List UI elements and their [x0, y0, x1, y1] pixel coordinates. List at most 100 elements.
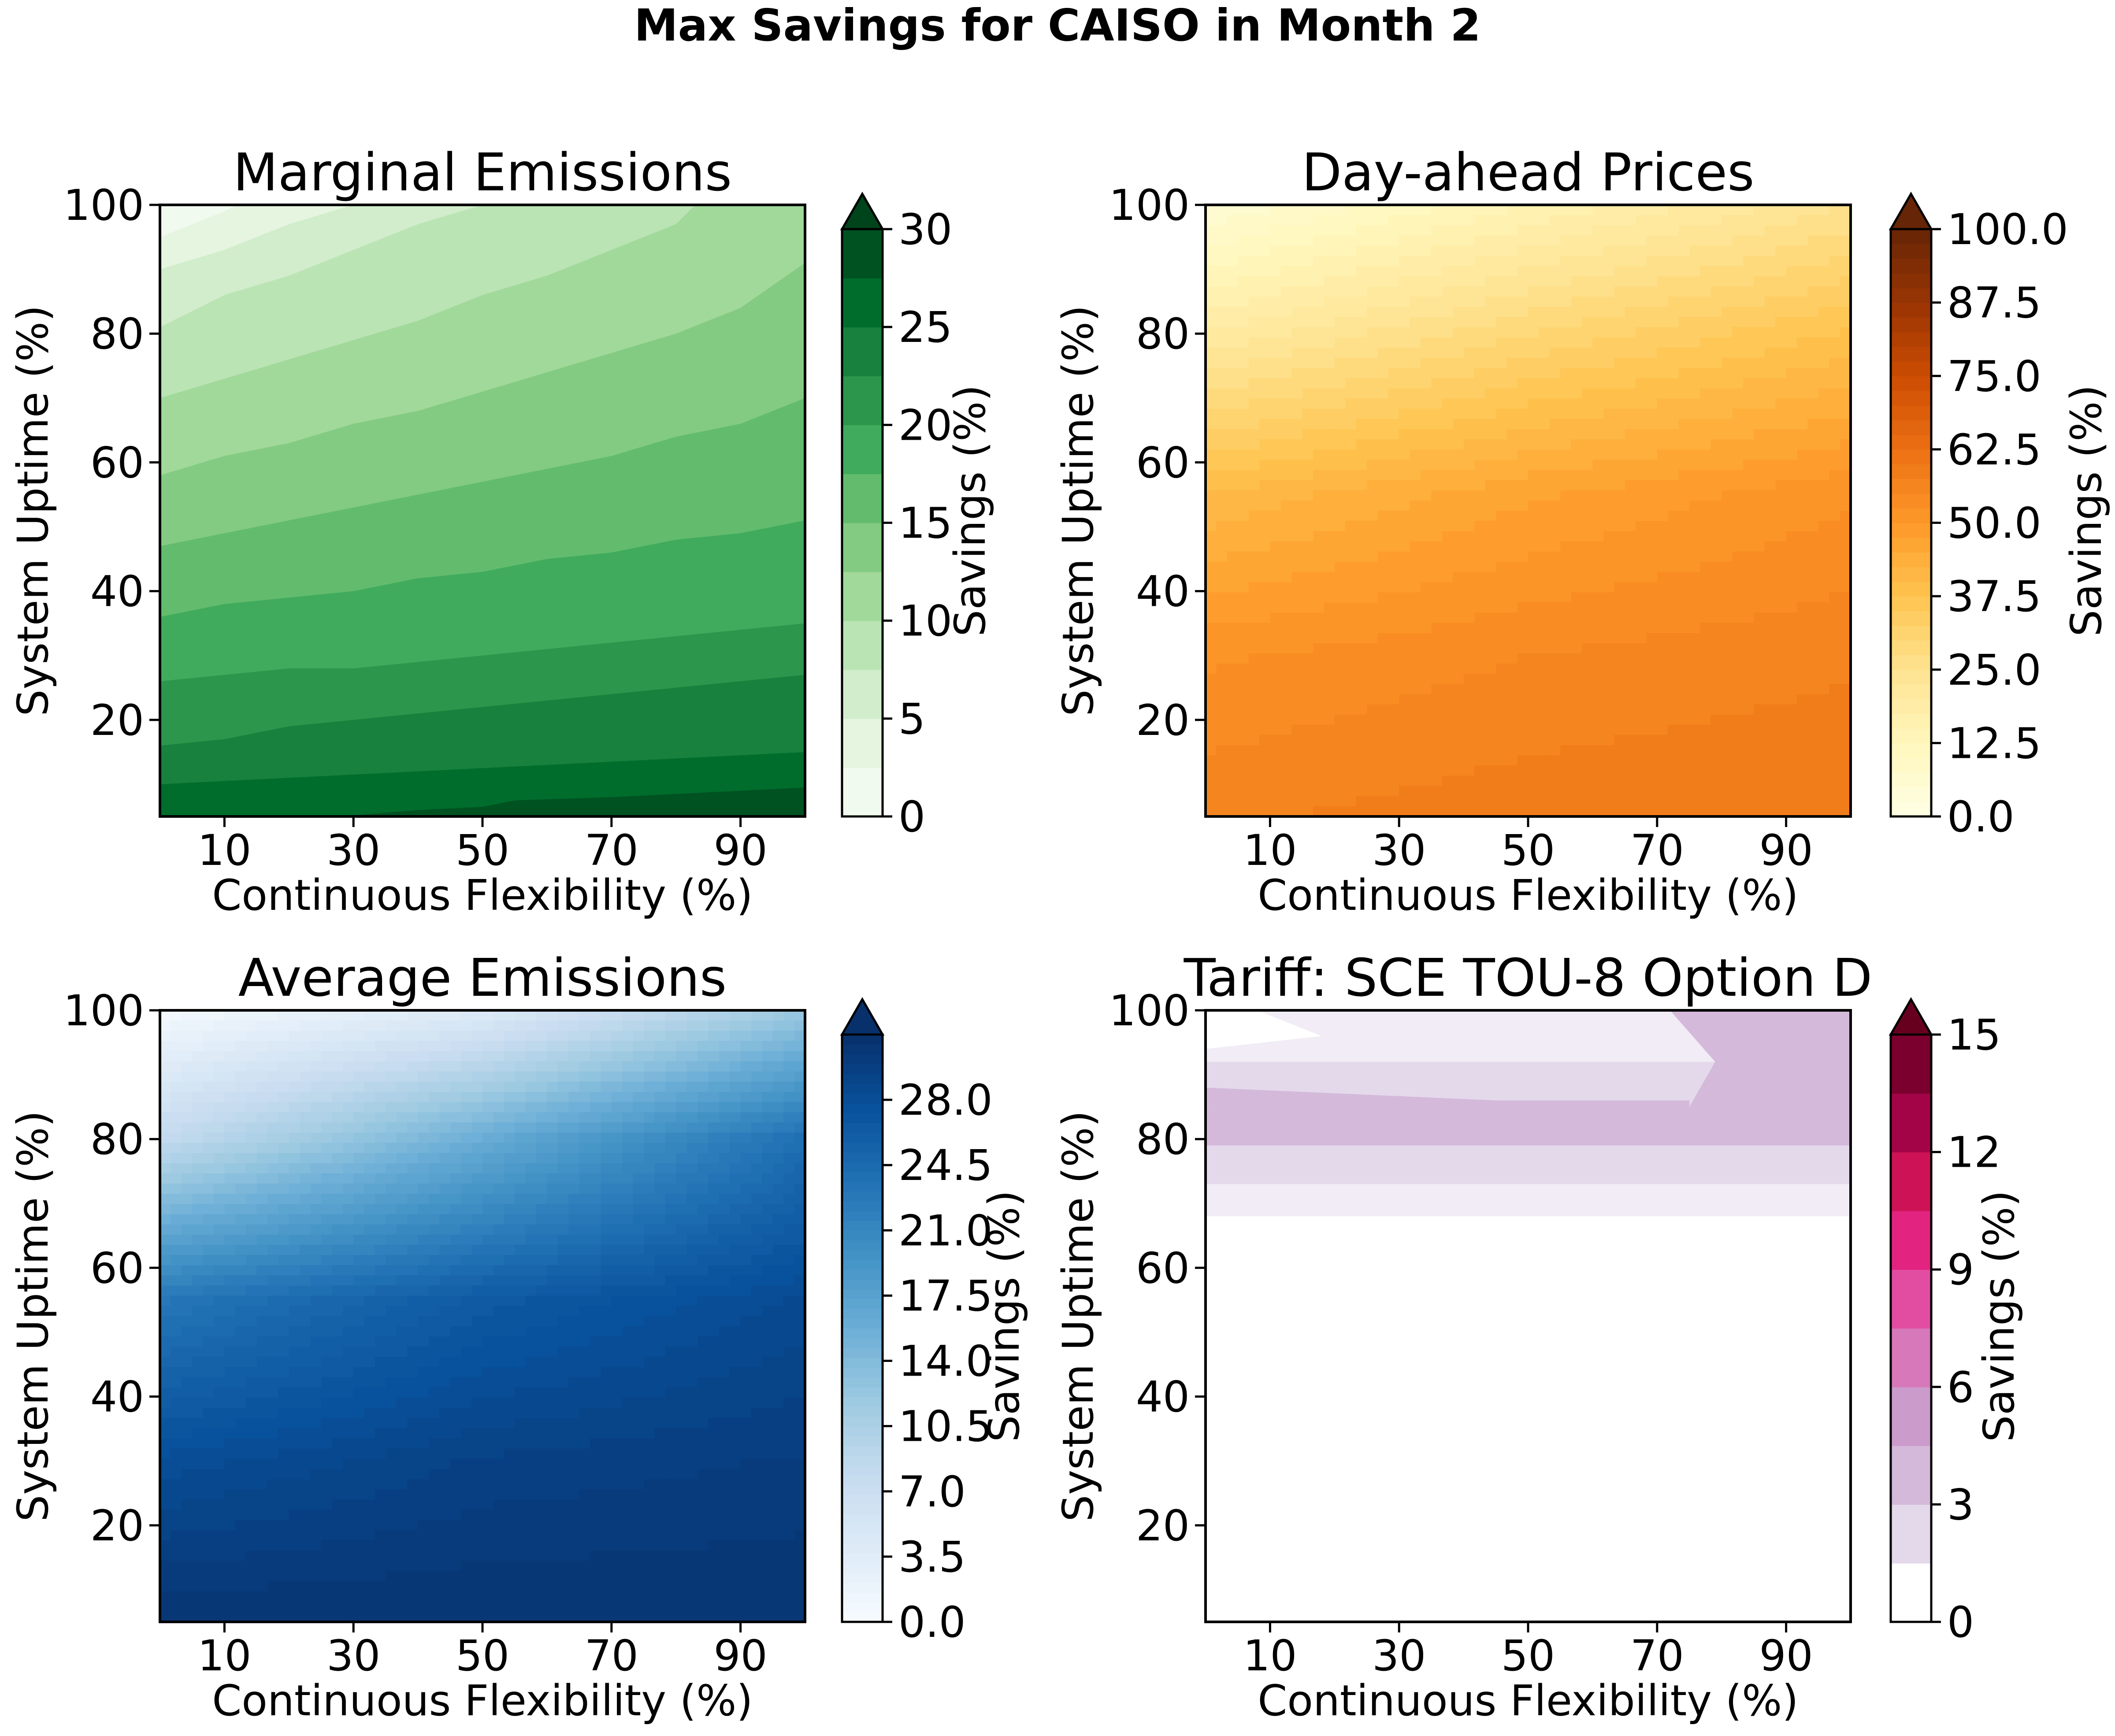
contour-cell	[353, 1194, 365, 1205]
contour-cell	[1636, 612, 1647, 623]
contour-cell	[1625, 775, 1636, 786]
contour-cell	[1797, 225, 1808, 236]
contour-cell	[1377, 521, 1389, 532]
contour-cell	[708, 1112, 720, 1123]
contour-cell	[1614, 235, 1625, 246]
contour-cell	[353, 1031, 365, 1042]
contour-cell	[1689, 297, 1701, 308]
contour-cell	[332, 1020, 343, 1031]
contour-cell	[1829, 806, 1840, 816]
colorbar-tick-label: 10	[898, 597, 952, 646]
contour-cell	[235, 1214, 246, 1225]
contour-cell	[1764, 734, 1776, 746]
contour-cell	[1270, 245, 1281, 256]
contour-cell	[590, 1173, 601, 1184]
contour-cell	[429, 1163, 440, 1174]
contour-cell	[332, 1132, 343, 1143]
contour-cell	[1797, 266, 1808, 277]
contour-cell	[171, 1102, 182, 1113]
contour-cell	[1539, 297, 1550, 308]
contour-cell	[1582, 439, 1593, 450]
contour-cell	[525, 1173, 537, 1184]
contour-cell	[1410, 307, 1421, 318]
contour-cell	[1206, 470, 1217, 481]
contour-cell	[1216, 531, 1228, 542]
contour-cell	[450, 1153, 461, 1164]
contour-cell	[1324, 215, 1335, 226]
contour-cell	[461, 1031, 472, 1042]
colorbar-segment	[1891, 390, 1931, 406]
contour-cell	[1818, 439, 1829, 450]
contour-cell	[1227, 674, 1238, 685]
contour-cell	[332, 1081, 343, 1092]
contour-cell	[547, 1173, 558, 1184]
contour-cell	[751, 1122, 763, 1133]
contour-cell	[1786, 704, 1797, 715]
contour-cell	[1592, 215, 1604, 226]
contour-cell	[471, 1163, 483, 1174]
contour-cell	[1388, 521, 1399, 532]
contour-cell	[171, 1132, 182, 1143]
contour-cell	[1313, 398, 1325, 409]
contour-cell	[1754, 256, 1765, 267]
contour-cell	[1388, 582, 1399, 593]
contour-cell	[267, 1142, 279, 1154]
contour-cell	[1678, 714, 1690, 725]
contour-cell	[1700, 806, 1711, 816]
contour-cell	[1453, 439, 1464, 450]
contour-cell	[1539, 500, 1550, 511]
contour-cell	[1732, 653, 1744, 664]
contour-cell	[644, 1020, 655, 1031]
contour-cell	[1367, 215, 1378, 226]
contour-cell	[654, 1051, 666, 1062]
contour-cell	[181, 1041, 193, 1052]
contour-cell	[1313, 408, 1325, 419]
contour-cell	[1560, 317, 1572, 328]
contour-cell	[342, 1214, 354, 1225]
contour-cell	[665, 1102, 676, 1113]
contour-cell	[353, 1020, 365, 1031]
contour-cell	[450, 1173, 461, 1184]
contour-cell	[1431, 408, 1443, 419]
contour-cell	[203, 1092, 214, 1102]
contour-cell	[1216, 368, 1228, 379]
contour-cell	[1657, 419, 1668, 430]
contour-cell	[1313, 664, 1325, 674]
contour-cell	[525, 1132, 537, 1143]
contour-cell	[547, 1142, 558, 1154]
contour-cell	[654, 1204, 666, 1215]
x-tick-label: 10	[197, 826, 251, 875]
contour-cell	[1227, 561, 1238, 572]
contour-cell	[1775, 684, 1787, 695]
contour-cell	[1517, 745, 1529, 756]
contour-cell	[160, 1010, 171, 1021]
contour-cell	[332, 1142, 343, 1154]
contour-cell	[1646, 276, 1658, 287]
contour-cell	[1657, 551, 1668, 562]
contour-cell	[1700, 724, 1711, 735]
colorbar-segment	[842, 229, 883, 278]
contour-cell	[1614, 327, 1625, 338]
contour-cell	[1345, 633, 1357, 644]
contour-cell	[665, 1092, 676, 1102]
contour-cell	[418, 1102, 429, 1113]
contour-cell	[1485, 755, 1496, 766]
contour-cell	[1442, 714, 1453, 725]
contour-cell	[482, 1142, 494, 1154]
contour-cell	[525, 1041, 537, 1052]
contour-cell	[1453, 215, 1464, 226]
contour-cell	[181, 1214, 193, 1225]
contour-cell	[1517, 225, 1529, 236]
contour-cell	[1592, 368, 1604, 379]
contour-cell	[1549, 286, 1561, 297]
contour-cell	[246, 1041, 257, 1052]
contour-cell	[686, 1010, 698, 1021]
contour-cell	[1678, 235, 1690, 246]
contour-cell	[1571, 765, 1582, 776]
contour-cell	[1657, 245, 1668, 256]
contour-cell	[1711, 653, 1722, 664]
contour-cell	[1722, 480, 1733, 491]
contour-cell	[471, 1020, 483, 1031]
contour-cell	[1206, 674, 1217, 685]
contour-cell	[321, 1204, 333, 1215]
